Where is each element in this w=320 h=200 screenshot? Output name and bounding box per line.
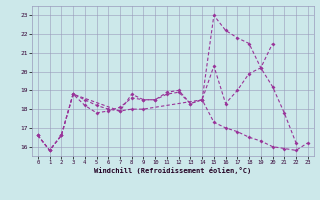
X-axis label: Windchill (Refroidissement éolien,°C): Windchill (Refroidissement éolien,°C) bbox=[94, 167, 252, 174]
